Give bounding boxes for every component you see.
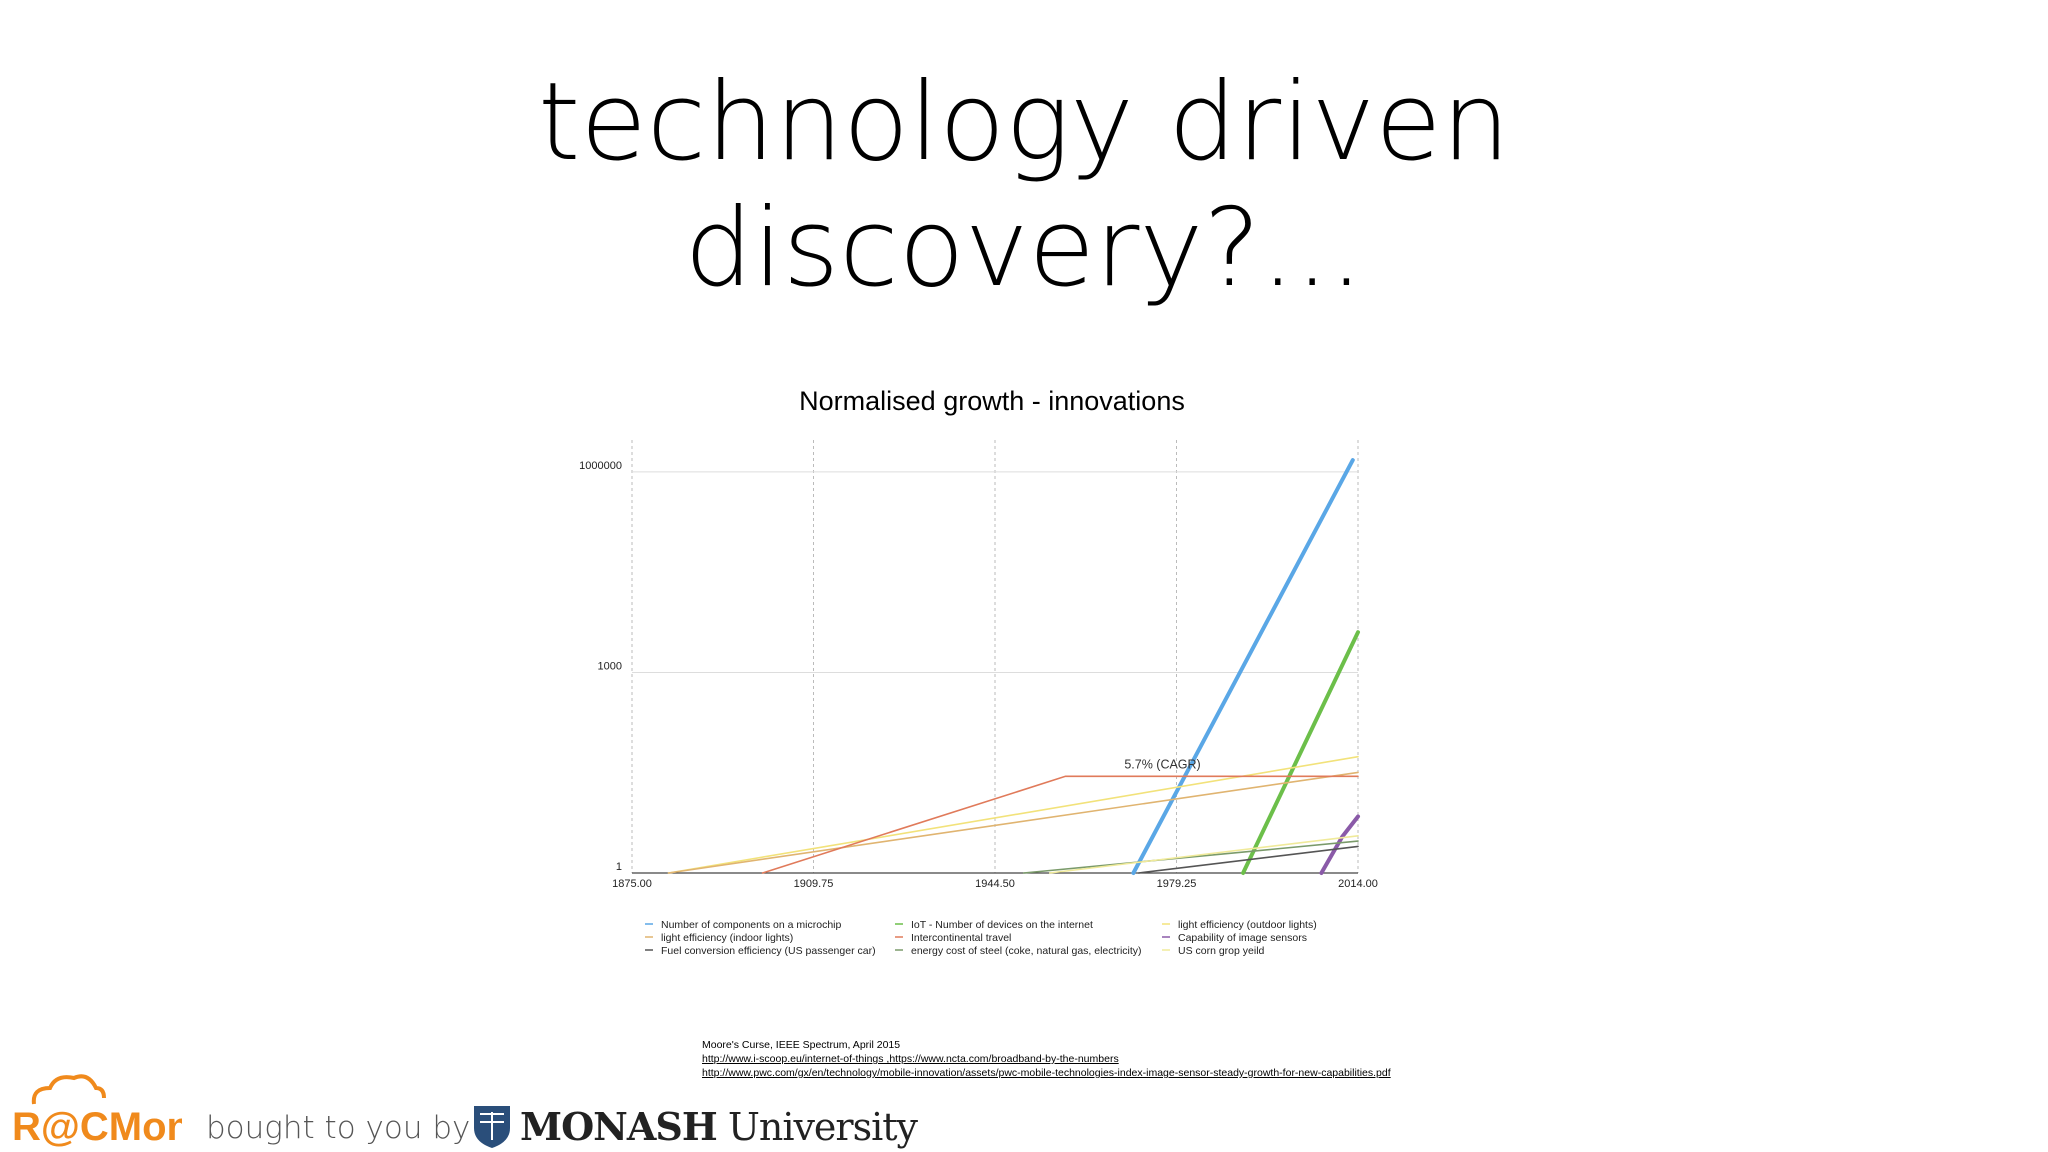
chart-title: Normalised growth - innovations bbox=[799, 386, 1185, 416]
slide-title-line-2: discovery?... bbox=[684, 186, 1364, 311]
reference-citation: Moore's Curse, IEEE Spectrum, April 2015 bbox=[702, 1039, 901, 1051]
y-tick-label: 1000 bbox=[598, 660, 622, 672]
y-tick-label: 1 bbox=[616, 861, 622, 873]
x-tick-label: 1979.25 bbox=[1157, 878, 1197, 890]
monash-crest-icon bbox=[474, 1106, 510, 1148]
racmon-brand-text: R@CMon bbox=[12, 1105, 182, 1149]
legend-entry: Intercontinental travel bbox=[911, 932, 1011, 944]
legend-entry: light efficiency (outdoor lights) bbox=[1178, 919, 1317, 931]
series-line-1 bbox=[1241, 630, 1360, 875]
y-tick-label: 1000000 bbox=[579, 460, 622, 472]
legend-entry: US corn grop yeild bbox=[1178, 945, 1265, 957]
reference-link-pwc[interactable]: http://www.pwc.com/gx/en/technology/mobi… bbox=[702, 1067, 1391, 1079]
reference-link-iot[interactable]: http://www.i-scoop.eu/internet-of-things… bbox=[702, 1053, 1119, 1065]
legend-entry: Number of components on a microchip bbox=[661, 919, 841, 931]
monash-university-text: MONASH University bbox=[520, 1104, 918, 1149]
x-tick-label: 1909.75 bbox=[794, 878, 834, 890]
racmon-logo: R@CMon bbox=[12, 1074, 182, 1149]
growth-chart: Normalised growth - innovations 1875.00 19… bbox=[579, 386, 1378, 957]
cagr-annotation: 5.7% (CAGR) bbox=[1124, 757, 1200, 771]
series-line-7 bbox=[1022, 840, 1359, 874]
legend-entry: light efficiency (indoor lights) bbox=[661, 932, 793, 944]
series-line-8 bbox=[1048, 834, 1359, 874]
x-tick-label: 2014.00 bbox=[1338, 878, 1378, 890]
legend-entry: energy cost of steel (coke, natural gas,… bbox=[911, 945, 1142, 957]
bought-to-you-by-text: bought to you by bbox=[206, 1110, 471, 1146]
references: Moore's Curse, IEEE Spectrum, April 2015… bbox=[702, 1038, 1391, 1080]
series-line-2 bbox=[667, 755, 1359, 874]
legend-entry: Capability of image sensors bbox=[1178, 932, 1307, 944]
cloud-icon bbox=[31, 1074, 106, 1105]
slide-title-line-1: technology driven bbox=[537, 60, 1511, 185]
legend-entry: Fuel conversion efficiency (US passenger… bbox=[661, 945, 876, 957]
slide-title: technology driven discovery?... bbox=[0, 60, 2048, 312]
series-line-5 bbox=[1319, 814, 1360, 875]
x-tick-label: 1944.50 bbox=[975, 878, 1015, 890]
series-line-3 bbox=[667, 771, 1359, 874]
legend-entry: IoT - Number of devices on the internet bbox=[911, 919, 1093, 931]
university-word: University bbox=[716, 1105, 918, 1149]
monash-bold: MONASH bbox=[520, 1104, 718, 1149]
series-line-6 bbox=[1137, 845, 1359, 874]
series-line-0 bbox=[1131, 458, 1355, 875]
series-line-4 bbox=[761, 775, 1359, 874]
x-tick-label: 1875.00 bbox=[612, 878, 652, 890]
